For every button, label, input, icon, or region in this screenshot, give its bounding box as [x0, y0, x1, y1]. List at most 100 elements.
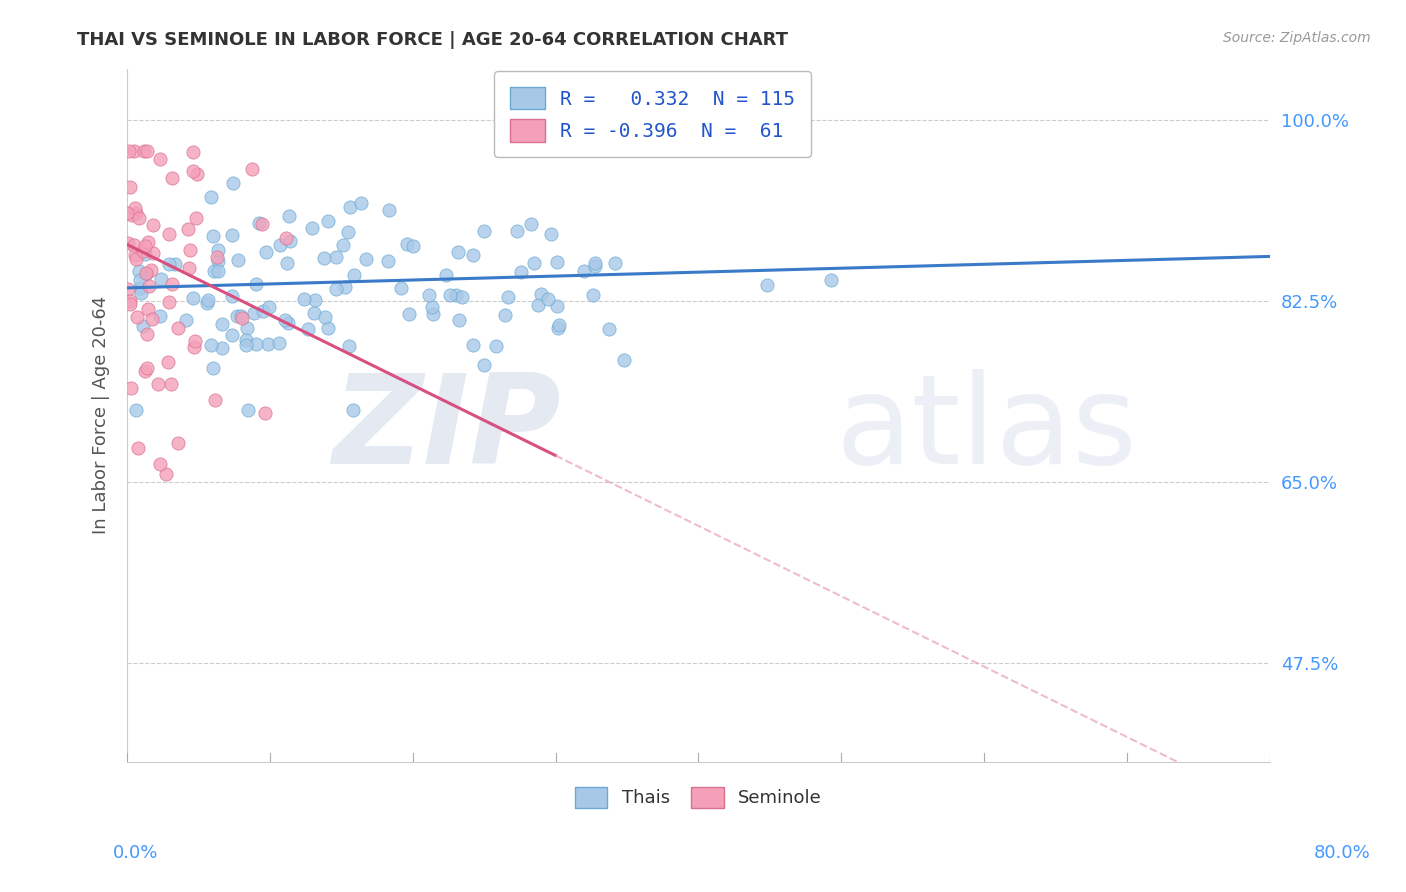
Point	[134, 364, 156, 378]
Point	[179, 243, 201, 257]
Point	[136, 145, 159, 159]
Point	[325, 250, 347, 264]
Point	[245, 337, 267, 351]
Text: 80.0%: 80.0%	[1315, 844, 1371, 862]
Point	[444, 288, 467, 302]
Point	[231, 311, 253, 326]
Point	[402, 239, 425, 253]
Point	[134, 246, 156, 260]
Point	[510, 264, 533, 278]
Point	[165, 257, 187, 271]
Point	[377, 254, 399, 268]
Point	[157, 294, 180, 309]
Point	[221, 227, 243, 242]
Point	[612, 353, 634, 368]
Point	[136, 326, 159, 341]
Point	[243, 306, 266, 320]
Point	[142, 218, 165, 232]
Point	[149, 152, 172, 166]
Point	[494, 308, 516, 322]
Point	[157, 227, 180, 241]
Point	[195, 295, 218, 310]
Point	[186, 167, 208, 181]
Point	[598, 322, 620, 336]
Point	[181, 145, 204, 160]
Point	[350, 196, 373, 211]
Point	[135, 266, 157, 280]
Point	[160, 377, 183, 392]
Point	[124, 248, 146, 262]
Point	[221, 289, 243, 303]
Point	[389, 281, 412, 295]
Point	[546, 254, 568, 268]
Point	[336, 225, 359, 239]
Point	[132, 244, 155, 259]
Point	[238, 403, 260, 417]
Point	[337, 339, 360, 353]
Point	[339, 200, 361, 214]
Point	[277, 316, 299, 330]
Point	[148, 376, 170, 391]
Point	[422, 307, 444, 321]
Point	[583, 259, 606, 273]
Point	[183, 334, 205, 348]
Point	[128, 211, 150, 226]
Point	[434, 268, 457, 282]
Point	[167, 321, 190, 335]
Point	[520, 217, 543, 231]
Point	[546, 299, 568, 313]
Point	[496, 290, 519, 304]
Point	[253, 406, 276, 420]
Point	[124, 403, 146, 417]
Point	[269, 238, 291, 252]
Point	[540, 227, 562, 241]
Point	[472, 223, 495, 237]
Point	[267, 336, 290, 351]
Point	[505, 224, 527, 238]
Point	[149, 309, 172, 323]
Point	[222, 177, 245, 191]
Point	[128, 281, 150, 295]
Point	[157, 257, 180, 271]
Point	[160, 170, 183, 185]
Point	[197, 293, 219, 308]
Point	[160, 277, 183, 291]
Y-axis label: In Labor Force | Age 20-64: In Labor Force | Age 20-64	[93, 296, 110, 534]
Point	[201, 361, 224, 376]
Text: Source: ZipAtlas.com: Source: ZipAtlas.com	[1223, 31, 1371, 45]
Point	[202, 264, 225, 278]
Point	[186, 211, 208, 225]
Point	[207, 254, 229, 268]
Point	[523, 256, 546, 270]
Point	[235, 333, 257, 347]
Point	[548, 318, 571, 332]
Point	[211, 341, 233, 355]
Point	[280, 234, 302, 248]
Point	[278, 209, 301, 223]
Point	[134, 239, 156, 253]
Point	[240, 162, 263, 177]
Point	[207, 264, 229, 278]
Point	[201, 229, 224, 244]
Point	[530, 287, 553, 301]
Point	[603, 255, 626, 269]
Point	[177, 222, 200, 236]
Point	[485, 339, 508, 353]
Point	[236, 321, 259, 335]
Point	[120, 380, 142, 394]
Point	[274, 313, 297, 327]
Point	[582, 288, 605, 302]
Point	[447, 245, 470, 260]
Point	[235, 338, 257, 352]
Point	[439, 287, 461, 301]
Point	[276, 256, 298, 270]
Point	[574, 264, 596, 278]
Point	[257, 337, 280, 351]
Point	[318, 214, 340, 228]
Point	[447, 312, 470, 326]
Point	[125, 252, 148, 266]
Point	[325, 282, 347, 296]
Point	[141, 312, 163, 326]
Point	[157, 355, 180, 369]
Point	[118, 293, 141, 308]
